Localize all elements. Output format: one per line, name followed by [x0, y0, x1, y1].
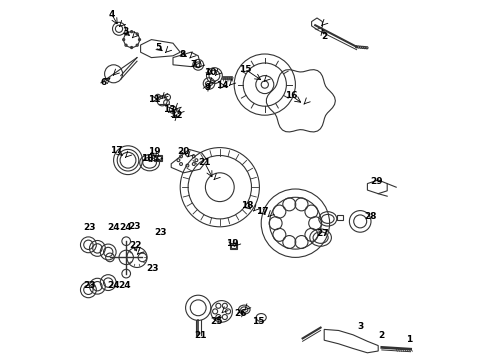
Bar [154, 155, 162, 161]
Bar [230, 243, 237, 249]
Text: 6: 6 [101, 78, 107, 87]
Text: 17: 17 [256, 207, 269, 216]
Text: 26: 26 [234, 310, 247, 319]
Text: 20: 20 [177, 148, 190, 157]
Text: 29: 29 [370, 177, 383, 186]
Text: 23: 23 [154, 228, 167, 237]
Text: 23: 23 [83, 223, 96, 232]
Text: 25: 25 [210, 317, 222, 325]
Text: 5: 5 [155, 43, 161, 52]
Text: 24: 24 [119, 223, 132, 232]
Text: 19: 19 [148, 148, 161, 157]
Text: 18: 18 [141, 154, 153, 163]
Text: 23: 23 [146, 264, 158, 273]
Text: 9: 9 [204, 83, 210, 92]
Text: 13: 13 [163, 105, 175, 114]
Text: 8: 8 [180, 50, 186, 59]
Text: 7: 7 [191, 60, 197, 69]
Text: 21: 21 [198, 158, 211, 167]
Text: 4: 4 [109, 10, 115, 19]
Text: 23: 23 [83, 281, 96, 289]
Text: 11: 11 [148, 95, 161, 104]
Text: 22: 22 [129, 241, 142, 250]
Text: 15: 15 [239, 65, 251, 74]
Bar [231, 245, 236, 248]
Text: 18: 18 [241, 202, 253, 210]
Text: 12: 12 [170, 112, 182, 120]
Text: 15: 15 [252, 317, 265, 325]
Text: 3: 3 [358, 323, 364, 331]
Text: 17: 17 [110, 146, 122, 155]
Bar [337, 215, 343, 220]
Text: 14: 14 [217, 81, 229, 90]
Text: 3: 3 [122, 27, 128, 36]
Text: 24: 24 [107, 281, 120, 289]
Text: 2: 2 [379, 331, 385, 340]
Text: 27: 27 [316, 229, 329, 238]
Text: 23: 23 [128, 222, 140, 231]
Text: 19: 19 [226, 239, 239, 248]
Text: 24: 24 [118, 281, 131, 289]
Text: 24: 24 [107, 223, 120, 232]
Bar [156, 156, 161, 160]
Text: 10: 10 [203, 68, 216, 77]
Text: 21: 21 [194, 331, 206, 340]
Text: 1: 1 [406, 335, 412, 343]
Text: 2: 2 [321, 32, 327, 41]
Text: 28: 28 [364, 212, 376, 221]
Text: 16: 16 [285, 91, 297, 100]
